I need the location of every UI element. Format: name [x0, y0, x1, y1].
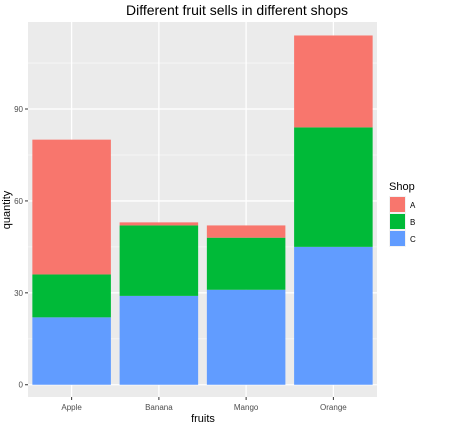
y-tick-label: 30 [14, 289, 23, 298]
legend-label-b: B [410, 218, 415, 227]
x-axis-title: fruits [191, 413, 215, 425]
legend-title: Shop [389, 181, 415, 193]
bar-mango-shop-b [206, 237, 286, 290]
y-tick-label: 90 [14, 105, 23, 114]
legend-label-a: A [410, 201, 416, 210]
bar-orange-shop-a [294, 35, 373, 128]
x-tick-label: Mango [234, 403, 259, 412]
bar-orange-shop-c [294, 246, 373, 385]
legend-swatch-a [390, 197, 405, 212]
bar-mango-shop-a [206, 225, 286, 238]
x-tick-label: Banana [145, 403, 173, 412]
chart-title: Different fruit sells in different shops [126, 2, 348, 18]
legend-label-c: C [410, 235, 416, 244]
bar-apple-shop-c [32, 317, 111, 385]
bar-banana-shop-a [119, 222, 199, 226]
bar-banana-shop-c [119, 295, 199, 385]
legend-swatch-c [390, 231, 405, 246]
bar-orange-shop-b [294, 127, 373, 247]
bar-apple-shop-b [32, 274, 111, 318]
y-tick-label: 0 [19, 381, 24, 390]
y-tick-label: 60 [14, 197, 23, 206]
legend: Shop ABC [389, 181, 416, 247]
y-axis-title: quantity [1, 190, 13, 229]
x-tick-label: Orange [320, 403, 347, 412]
bars-group [32, 35, 373, 385]
x-tick-label: Apple [61, 403, 82, 412]
bar-mango-shop-c [206, 289, 286, 385]
legend-swatch-b [390, 214, 405, 229]
bar-banana-shop-b [119, 225, 199, 296]
bar-apple-shop-a [32, 139, 111, 275]
y-axis: 0 30 60 90 [14, 105, 28, 390]
x-axis: Apple Banana Mango Orange [61, 397, 347, 412]
